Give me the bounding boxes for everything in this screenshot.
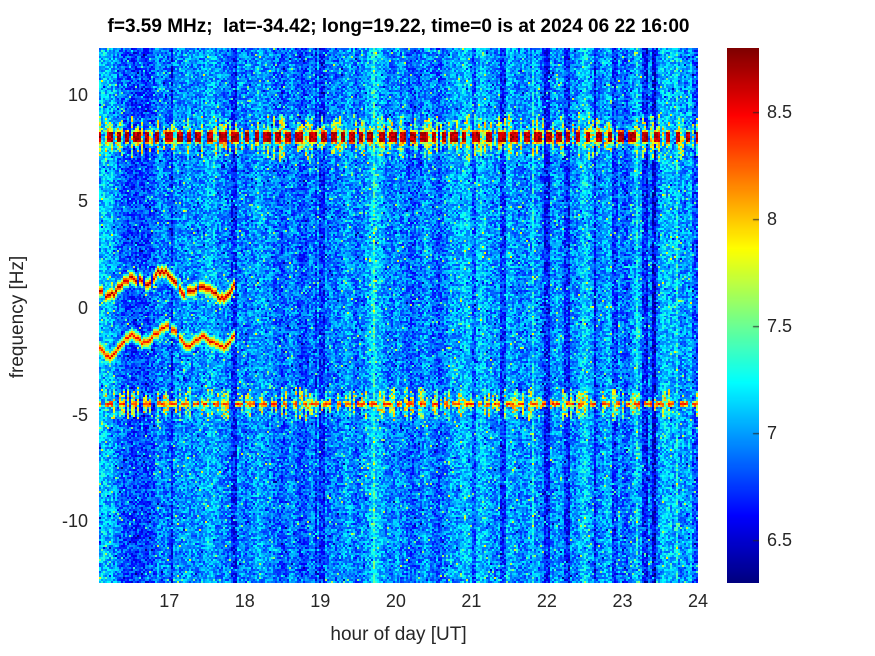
x-tick-20: 20 xyxy=(385,591,406,611)
y-tick--5: -5 xyxy=(71,404,88,425)
y-tick-10: 10 xyxy=(67,84,88,105)
x-tick-21: 21 xyxy=(461,591,482,611)
x-tick-24: 24 xyxy=(687,591,709,611)
y-tick-0: 0 xyxy=(77,298,88,319)
x-tick-23: 23 xyxy=(612,591,633,611)
colorbar xyxy=(727,48,759,583)
spectrogram-heatmap xyxy=(99,48,698,583)
x-tick-22: 22 xyxy=(536,591,557,611)
plot-title: f=3.59 MHz; lat=-34.42; long=19.22, time… xyxy=(107,16,690,37)
x-tick-17: 17 xyxy=(159,591,180,611)
y-tick--10: -10 xyxy=(61,511,88,532)
x-axis-label: hour of day [UT] xyxy=(330,624,467,645)
y-axis-label: frequency [Hz] xyxy=(7,255,28,379)
x-tick-19: 19 xyxy=(310,591,331,611)
x-tick-18: 18 xyxy=(234,591,255,611)
colorbar-tick-8: 8 xyxy=(767,209,778,230)
colorbar-tick-8.5: 8.5 xyxy=(767,102,793,123)
colorbar-tick-6.5: 6.5 xyxy=(767,530,793,551)
colorbar-tick-7.5: 7.5 xyxy=(767,316,793,337)
colorbar-tick-7: 7 xyxy=(767,423,778,444)
y-tick-5: 5 xyxy=(77,191,88,212)
